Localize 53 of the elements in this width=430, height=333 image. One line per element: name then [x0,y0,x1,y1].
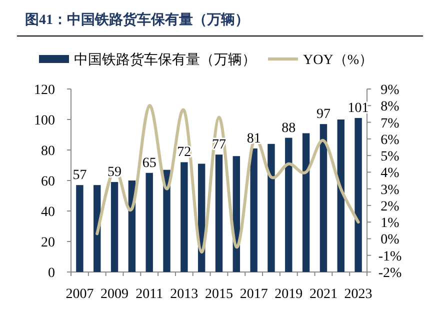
bar [354,118,362,272]
chart-title: 图41：中国铁路货车保有量（万辆） [25,11,249,28]
y2-tick-label: 4% [380,166,400,182]
y-tick-label: 80 [41,144,55,159]
y-tick-label: 40 [41,205,55,220]
data-label: 88 [282,120,296,136]
y-tick-label: 120 [34,83,55,98]
bar [337,120,344,272]
data-label: 77 [212,138,226,153]
y-tick-label: 20 [41,236,55,250]
bar [76,185,84,272]
y2-tick-label: 7% [380,116,400,132]
x-tick-label: 2019 [274,287,303,302]
y2-tick-label: 8% [380,100,400,115]
y-tick-label: 100 [34,114,55,128]
bar [285,138,292,272]
y2-tick-label: 6% [380,132,400,148]
y-tick-label: 60 [41,174,55,190]
x-tick-label: 2011 [136,287,164,302]
x-tick-label: 2021 [309,287,338,302]
bar [250,148,258,272]
y2-tick-label: 5% [380,150,400,165]
bar [146,172,153,272]
y-tick-label: 0 [48,266,55,281]
bar [110,182,118,272]
data-label: 101 [348,100,369,116]
x-tick-label: 2015 [205,287,233,302]
bar [180,162,188,272]
legend-label: 中国铁路货车保有量（万辆） [74,52,256,68]
data-label: 57 [72,168,87,184]
x-tick-label: 2023 [344,287,372,302]
legend-label: YOY（%） [303,53,373,68]
data-label: 97 [316,107,330,122]
y2-tick-label: 0% [380,232,400,248]
y2-tick-label: 2% [380,199,400,214]
x-tick-label: 2009 [100,287,129,302]
x-tick-label: 2007 [66,287,94,302]
data-label: 81 [246,131,261,146]
y2-tick-label: 9% [380,83,400,98]
x-tick-label: 2017 [240,287,268,302]
y2-tick-label: 1% [380,216,400,232]
bar [302,133,310,272]
data-label: 72 [177,145,192,160]
data-label: 59 [108,165,122,180]
data-label: 65 [142,156,156,171]
bar [163,170,170,272]
y2-tick-label: 3% [380,182,400,198]
bar [320,124,328,272]
bar [215,154,223,272]
bar [268,144,275,272]
x-tick-label: 2013 [170,287,198,302]
y2-tick-label: -2% [378,266,402,281]
y2-tick-label: -1% [378,249,402,264]
